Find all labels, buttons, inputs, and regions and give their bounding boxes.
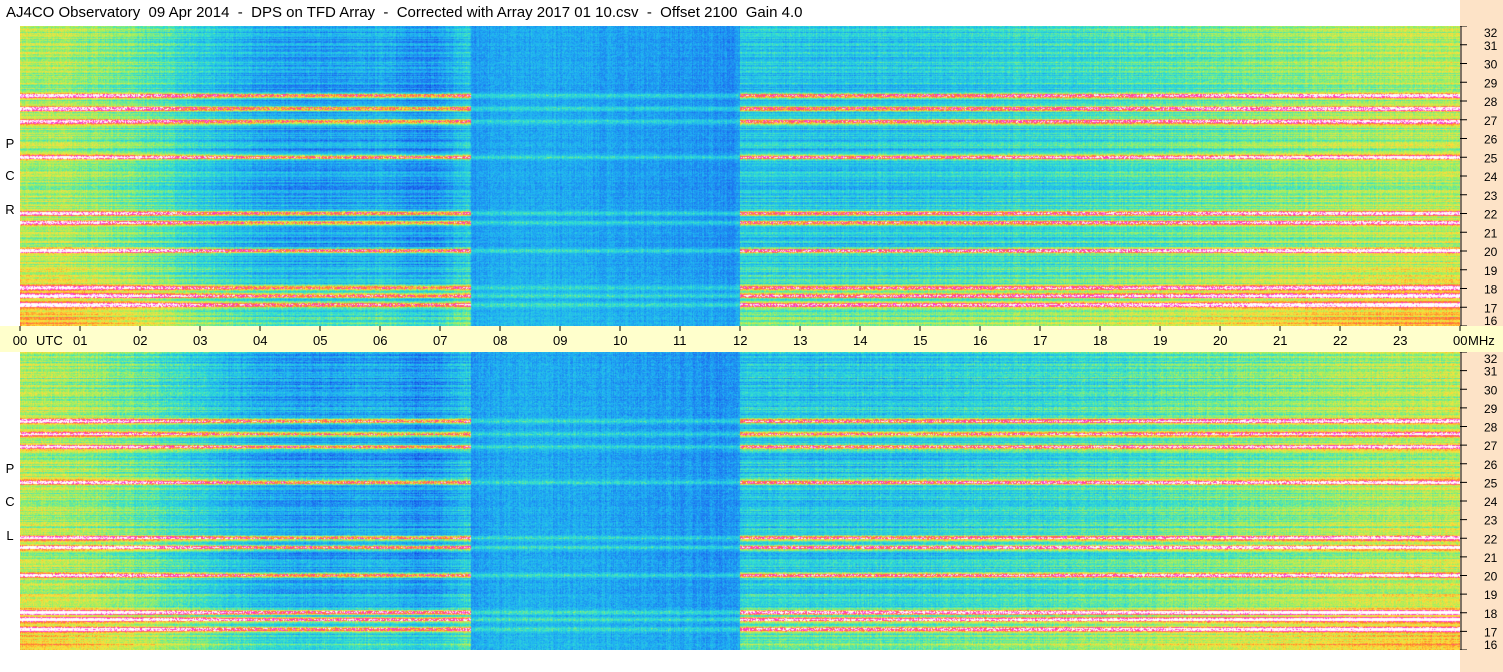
lcp-frequency-tick-label: 21 [1484,551,1498,565]
lcp-frequency-tick-label: 23 [1484,514,1498,528]
lcp-label-l: L [6,528,14,543]
utc-tick-label: 19 [1153,333,1167,348]
utc-unit-label: UTC [36,333,63,348]
lcp-frequency-tick-label: 25 [1484,476,1498,490]
rcp-frequency-tick-label: 16 [1484,314,1498,326]
utc-tick-label: 16 [973,333,987,348]
utc-tick-label: 23 [1393,333,1407,348]
lcp-frequency-tick-label: 17 [1484,625,1498,639]
rcp-frequency-tick-label: 17 [1484,301,1498,315]
utc-tick-label: 14 [853,333,867,348]
lcp-frequency-tick-label: 31 [1484,365,1498,379]
lcp-frequency-tick-label: 20 [1484,570,1498,584]
rcp-label-r: R [5,202,15,217]
utc-tick-label: 10 [613,333,627,348]
utc-tick-label: 06 [373,333,387,348]
rcp-frequency-tick-label: 18 [1484,283,1498,297]
lcp-frequency-tick-label: 24 [1484,495,1498,509]
rcp-frequency-tick-label: 25 [1484,151,1498,165]
rcp-frequency-tick-label: 32 [1484,26,1498,40]
utc-tick-label: 05 [313,333,327,348]
lcp-frequency-tick-label: 18 [1484,607,1498,621]
lcp-frequency-tick-label: 29 [1484,402,1498,416]
rcp-label-p: P [5,136,15,151]
lcp-frequency-tick-label: 28 [1484,421,1498,435]
rcp-frequency-tick-label: 20 [1484,245,1498,259]
rcp-frequency-tick-label: 31 [1484,39,1498,53]
plot-title: AJ4CO Observatory 09 Apr 2014 - DPS on T… [0,0,1460,26]
lcp-frequency-tick-label: 22 [1484,532,1498,546]
lcp-frequency-tick-label: 32 [1484,352,1498,366]
utc-tick-label: 12 [733,333,747,348]
rcp-frequency-tick-label: 23 [1484,189,1498,203]
utc-tick-label: 15 [913,333,927,348]
utc-tick-label: 03 [193,333,207,348]
mhz-unit-label: MHz [1468,333,1495,348]
utc-tick-label: 02 [133,333,147,348]
rcp-frequency-tick-label: 28 [1484,95,1498,109]
rcp-frequency-tick-label: 24 [1484,170,1498,184]
utc-time-axis: 00 01 02 03 04 05 06 07 08 09 10 11 12 13 14 15 16 17 18 19… [0,326,1503,352]
utc-tick-label: 21 [1273,333,1287,348]
lcp-frequency-tick-label: 30 [1484,383,1498,397]
rcp-spectrogram [20,26,1460,326]
rcp-frequency-tick-label: 30 [1484,58,1498,72]
utc-tick-label: 01 [73,333,87,348]
lcp-frequency-tick-label: 19 [1484,588,1498,602]
utc-time-axis-svg: 00 01 02 03 04 05 06 07 08 09 10 11 12 13 14 15 16 17 18 19… [13,326,1495,348]
rcp-frequency-tick-label: 22 [1484,208,1498,222]
bottom-margin [20,650,1460,672]
lcp-label-p: P [5,461,15,476]
rcp-frequency-tick-label: 21 [1484,226,1498,240]
lcp-label-c: C [5,494,15,509]
utc-tick-label: 17 [1033,333,1047,348]
utc-tick-label: 22 [1333,333,1347,348]
rcp-frequency-tick-label: 19 [1484,264,1498,278]
lcp-frequency-tick-label: 27 [1484,439,1498,453]
utc-tick-label: 18 [1093,333,1107,348]
utc-tick-label: 11 [673,333,687,348]
lcp-frequency-tick-label: 16 [1484,638,1498,650]
rcp-frequency-tick-label: 26 [1484,133,1498,147]
utc-tick-label: 20 [1213,333,1227,348]
lcp-frequency-tick-label: 26 [1484,458,1498,472]
utc-tick-label: 13 [793,333,807,348]
rcp-frequency-tick-label: 29 [1484,76,1498,90]
utc-tick-label: 07 [433,333,447,348]
utc-tick-label: 04 [253,333,267,348]
rcp-frequency-tick-label: 27 [1484,114,1498,128]
utc-tick-label: 00 [13,333,27,348]
utc-tick-label: 09 [553,333,567,348]
rcp-label-c: C [5,168,15,183]
utc-tick-label: 08 [493,333,507,348]
lcp-spectrogram [20,352,1460,650]
utc-tick-label: 00 [1453,333,1467,348]
